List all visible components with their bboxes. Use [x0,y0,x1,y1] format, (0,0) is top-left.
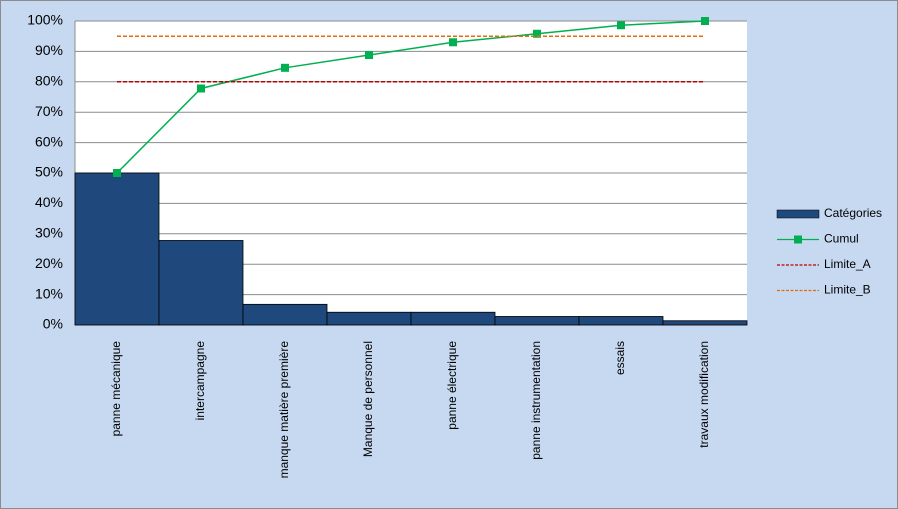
y-tick-label: 30% [35,225,63,241]
x-tick-label: panne mécanique [109,341,123,437]
y-tick-label: 10% [35,285,63,301]
y-tick-label: 80% [35,73,63,89]
marker [617,21,625,30]
marker [533,29,541,38]
marker [113,169,121,177]
bar [74,172,160,326]
bar [158,240,244,326]
series-line [116,20,706,174]
x-tick-label: Manque de personnel [361,341,375,457]
marker [449,38,457,47]
bar [326,311,412,326]
y-tick-label: 60% [35,133,63,149]
x-tick-label: essais [613,341,627,375]
x-tick-label: panne instrumentation [529,341,543,460]
marker [365,51,373,60]
bar [494,316,580,326]
marker [281,63,289,72]
bar [578,316,664,326]
bar [242,303,328,326]
y-tick-label: 100% [27,12,63,28]
x-tick-label: travaux modification [697,341,711,448]
y-tick-label: 90% [35,42,63,58]
bar [410,311,496,326]
legend-label: Cumul [824,232,859,246]
legend-swatch [776,209,820,219]
marker [197,84,205,93]
marker [701,17,709,25]
legend-marker [794,235,802,244]
y-tick-label: 70% [35,103,63,119]
y-tick-label: 50% [35,164,63,180]
y-tick-label: 0% [43,316,63,332]
bar [662,320,748,326]
legend-label: Limite_A [824,257,871,271]
x-tick-label: manque matière première [277,341,291,479]
y-tick-label: 20% [35,255,63,271]
legend-label: Catégories [824,206,882,220]
legend-label: Limite_B [824,283,871,297]
x-tick-label: panne électrique [445,341,459,430]
x-tick-label: intercampagne [193,341,207,421]
y-tick-label: 40% [35,194,63,210]
